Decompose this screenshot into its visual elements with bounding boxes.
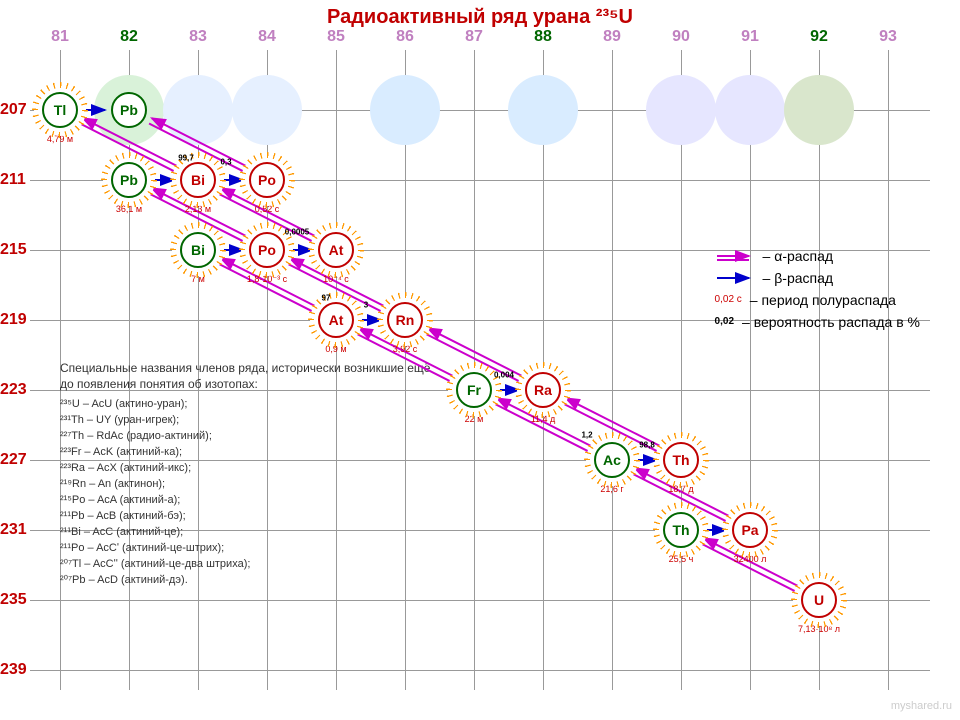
nuclide-At215: At bbox=[316, 230, 356, 270]
nuclide-At219: At bbox=[316, 300, 356, 340]
probability: 1,2 bbox=[581, 431, 592, 440]
col-label: 86 bbox=[396, 28, 414, 46]
col-label: 87 bbox=[465, 28, 483, 46]
decay-grid: 8182838485868788899091929320721121521922… bbox=[30, 50, 930, 690]
nuclide-Rn219: Rn bbox=[385, 300, 425, 340]
col-label: 92 bbox=[810, 28, 828, 46]
col-label: 82 bbox=[120, 28, 138, 46]
nuclide-Th227: Th bbox=[661, 440, 701, 480]
nuclide-Fr223: Fr bbox=[454, 370, 494, 410]
nuclide-Po215: Po bbox=[247, 230, 287, 270]
col-label: 93 bbox=[879, 28, 897, 46]
row-label: 223 bbox=[0, 381, 27, 399]
watermark: myshared.ru bbox=[891, 700, 952, 712]
probability: 98,8 bbox=[639, 441, 655, 450]
nuclide-Bi211: Bi bbox=[178, 160, 218, 200]
row-label: 231 bbox=[0, 521, 27, 539]
probability: 3 bbox=[364, 301, 368, 310]
row-label: 215 bbox=[0, 241, 27, 259]
col-label: 84 bbox=[258, 28, 276, 46]
nuclide-Ac227: Ac bbox=[592, 440, 632, 480]
nuclide-Po211: Po bbox=[247, 160, 287, 200]
nuclide-Tl207: Tl bbox=[40, 90, 80, 130]
nuclide-U235: U bbox=[799, 580, 839, 620]
row-label: 235 bbox=[0, 591, 27, 609]
col-label: 85 bbox=[327, 28, 345, 46]
probability: 99,7 bbox=[178, 154, 194, 163]
nuclide-Bi215: Bi bbox=[178, 230, 218, 270]
chart-title: Радиоактивный ряд урана ²³⁵U bbox=[0, 6, 960, 29]
nuclide-Pb207: Pb bbox=[109, 90, 149, 130]
col-label: 83 bbox=[189, 28, 207, 46]
row-label: 207 bbox=[0, 101, 27, 119]
probability: 97 bbox=[322, 294, 331, 303]
col-label: 81 bbox=[51, 28, 69, 46]
nuclide-Pa231: Pa bbox=[730, 510, 770, 550]
probability: 0,3 bbox=[220, 158, 231, 167]
col-label: 88 bbox=[534, 28, 552, 46]
col-label: 89 bbox=[603, 28, 621, 46]
row-label: 239 bbox=[0, 661, 27, 679]
row-label: 219 bbox=[0, 311, 27, 329]
col-label: 90 bbox=[672, 28, 690, 46]
nuclide-Th231: Th bbox=[661, 510, 701, 550]
col-label: 91 bbox=[741, 28, 759, 46]
nuclide-Pb211: Pb bbox=[109, 160, 149, 200]
row-label: 227 bbox=[0, 451, 27, 469]
row-label: 211 bbox=[0, 171, 26, 189]
probability: 0,0005 bbox=[285, 228, 309, 237]
nuclide-Ra223: Ra bbox=[523, 370, 563, 410]
probability: 0,004 bbox=[494, 371, 514, 380]
